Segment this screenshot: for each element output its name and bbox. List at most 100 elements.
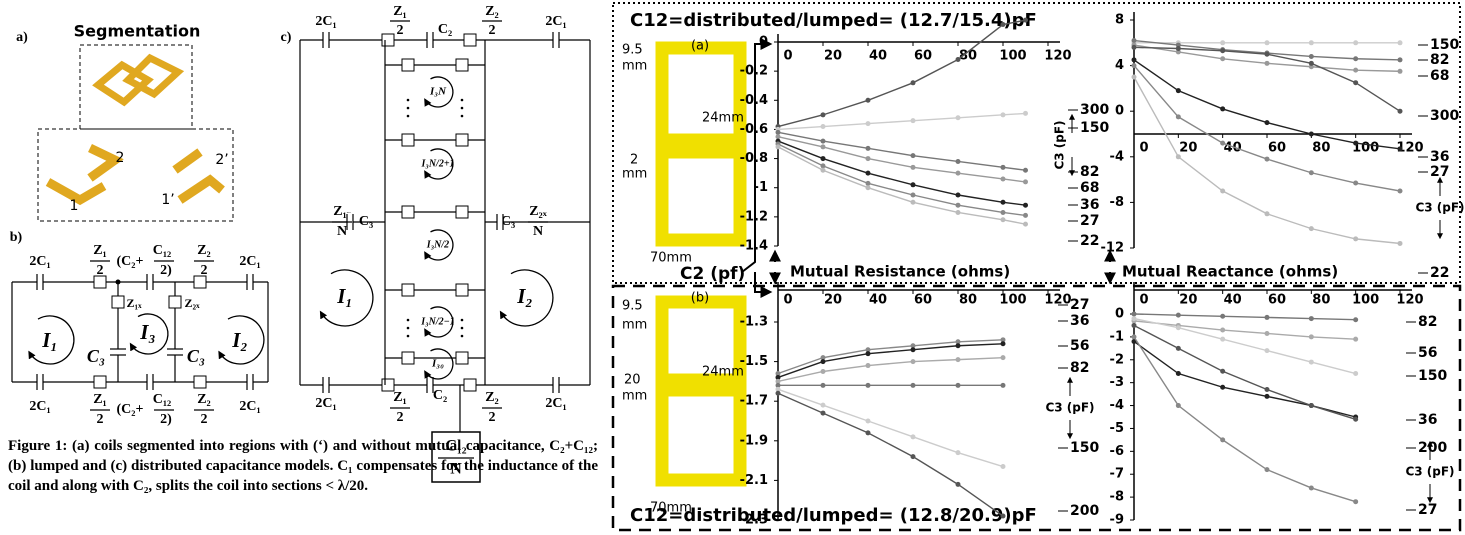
data-point — [1023, 167, 1028, 173]
series-line — [777, 19, 1026, 128]
dimension: 2 — [630, 153, 638, 168]
data-point — [820, 144, 826, 150]
caption: Figure 1: (a) coils segmented into regio… — [8, 438, 598, 494]
data-point — [1175, 88, 1181, 94]
data-point — [1220, 327, 1226, 333]
y-tick-label: -0.8 — [740, 151, 768, 166]
series-line — [777, 146, 1026, 225]
data-point — [1353, 317, 1359, 323]
ellipsis-dot — [406, 114, 410, 118]
y-tick-label: -8 — [1110, 490, 1124, 505]
data-point — [910, 382, 916, 388]
data-point — [1397, 240, 1403, 246]
data-point — [1264, 40, 1270, 46]
ellipsis-dot — [406, 334, 410, 338]
y-tick-label: -1 — [1110, 329, 1124, 344]
y-tick-label: -6 — [1110, 444, 1124, 459]
circuit-label: (C₂+ — [117, 402, 144, 417]
series-label: 27 — [1418, 502, 1437, 518]
circuit-label: C₂ — [433, 388, 447, 403]
circuit-label: 2 — [397, 410, 404, 425]
data-point — [1353, 180, 1359, 186]
data-point — [1308, 485, 1314, 491]
x-tick-label: 100 — [999, 293, 1026, 308]
x-tick-label: 40 — [869, 49, 887, 64]
impedance — [93, 375, 107, 389]
data-point — [955, 158, 961, 164]
dotted-frame — [612, 2, 1461, 284]
impedance — [381, 33, 395, 47]
circuit-label: N — [533, 224, 543, 239]
series-line — [777, 392, 1004, 517]
data-point — [1308, 53, 1314, 59]
circuit-label: C₁₂ — [153, 392, 172, 407]
dimension: 70mm — [650, 251, 692, 266]
x-tick-label: 120 — [1044, 293, 1071, 308]
y-tick-label: -1.2 — [740, 209, 768, 224]
data-point — [1264, 156, 1270, 162]
y-tick-label: 0 — [1115, 307, 1124, 322]
ellipsis-dot — [460, 326, 464, 330]
coil-a — [655, 41, 747, 247]
data-point — [775, 382, 781, 388]
data-point — [910, 434, 916, 440]
circuit-label: 2C₁ — [315, 14, 336, 29]
circuit-label: I₁ — [336, 284, 353, 308]
data-point — [1353, 371, 1359, 377]
data-point — [1220, 140, 1226, 146]
panel-title: C12=distributed/lumped= (12.8/20.9)pF — [630, 505, 1037, 526]
series-label: 200 — [1070, 503, 1099, 519]
circuit-label: Z₂ — [485, 4, 499, 19]
data-point — [775, 134, 781, 140]
data-point — [1353, 80, 1359, 86]
data-point — [820, 163, 826, 169]
data-point — [1308, 40, 1314, 46]
data-point — [1175, 114, 1181, 120]
series-label: 150 — [1080, 120, 1109, 136]
circuit-label: 2 — [97, 263, 104, 278]
loop-arrow — [424, 76, 454, 108]
circuit-label: Z₁ — [93, 392, 107, 407]
dimension: 20 — [624, 373, 641, 388]
data-point — [1220, 336, 1226, 342]
data-point — [1353, 336, 1359, 342]
data-point — [820, 410, 826, 416]
circuit-label: 2) — [160, 412, 172, 427]
data-point — [1264, 467, 1270, 473]
data-point — [865, 347, 871, 353]
data-point — [1264, 60, 1270, 66]
series-label: 300 — [1430, 108, 1459, 124]
y-tick-label: -3 — [1110, 375, 1124, 390]
data-point — [1023, 202, 1028, 208]
impedance — [111, 295, 125, 309]
x-tick-label: 40 — [1224, 293, 1242, 308]
junction — [115, 279, 121, 285]
cap-gap — [147, 373, 153, 391]
data-point — [1264, 330, 1270, 336]
data-point — [1264, 393, 1270, 399]
axis-label: C2 (pf) — [680, 264, 745, 284]
y-tick-label: -2.1 — [740, 473, 768, 488]
data-point — [1131, 322, 1137, 328]
data-point — [1131, 44, 1137, 50]
dimension: mm — [622, 318, 647, 333]
cap-gap — [247, 273, 253, 291]
data-point — [1175, 312, 1181, 318]
data-point — [910, 192, 916, 198]
data-point — [1000, 209, 1006, 215]
circuit-label: (C₂+ — [117, 254, 144, 269]
loop-arrow — [424, 348, 454, 380]
y-tick-label: -2 — [1110, 352, 1124, 367]
x-tick-label: 100 — [999, 49, 1026, 64]
data-point — [910, 164, 916, 170]
data-point — [865, 382, 871, 388]
impedance — [401, 58, 415, 72]
loop-current: I₃N/2−1 — [420, 316, 454, 327]
x-tick-label: 120 — [1044, 49, 1071, 64]
circuit-label: 2C₁ — [29, 399, 50, 414]
series-label: 56 — [1070, 338, 1089, 354]
data-point — [1220, 56, 1226, 62]
box — [431, 431, 481, 483]
series-label: 150 — [1430, 37, 1459, 53]
